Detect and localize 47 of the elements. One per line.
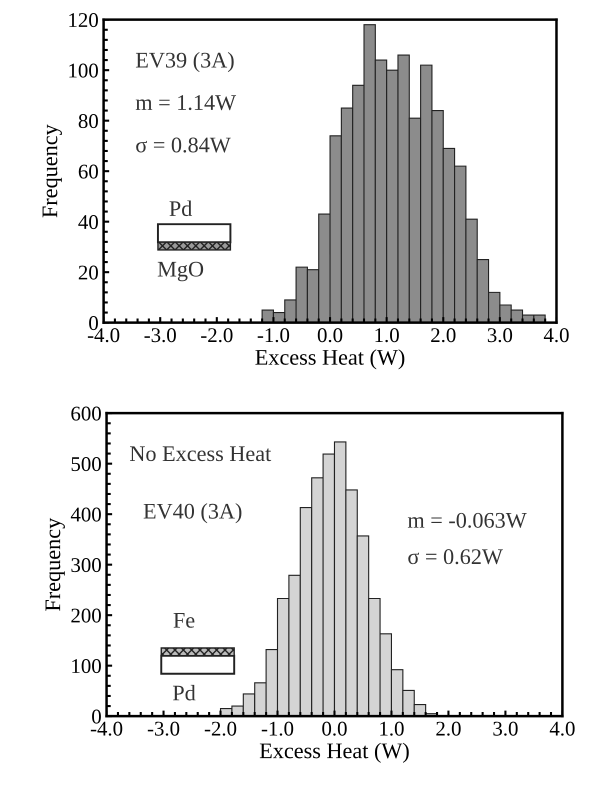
x-tick-label: 0.0	[318, 328, 342, 342]
annotation: EV39 (3A)	[136, 52, 234, 72]
x-tick-label: -1.0	[258, 328, 290, 342]
annotation: σ = 0.84W	[136, 138, 231, 153]
x-tick-label: -3.0	[144, 328, 176, 342]
x-tick-label: -2.0	[201, 328, 233, 342]
y-tick-label: 400	[70, 508, 101, 522]
annotation: σ = 0.62W	[408, 549, 503, 564]
y-tick-label: 20	[78, 266, 98, 280]
x-tick-label: 4.0	[544, 328, 569, 342]
y-tick-label: 100	[69, 64, 98, 78]
x-tick-label: 1.0	[375, 328, 399, 342]
x-tick-label: -3.0	[148, 722, 180, 736]
x-tick-label: 3.0	[493, 722, 518, 736]
y-tick-label: 60	[78, 164, 98, 179]
y-tick-label: 0	[89, 316, 98, 330]
annotation: Pd	[169, 200, 192, 216]
annotation: No Excess Heat	[130, 446, 272, 462]
x-tick-label: -4.0	[90, 722, 122, 736]
y-tick-label: 120	[69, 13, 98, 28]
y-tick-label: 300	[71, 558, 101, 572]
x-tick-label: -2.0	[204, 722, 236, 736]
annotation: m = -0.063W	[408, 512, 527, 528]
x-axis-title: Excess Heat (W)	[255, 349, 404, 370]
x-tick-label: 0.0	[322, 722, 347, 736]
annotation: MgO	[158, 262, 204, 282]
x-tick-label: 1.0	[380, 722, 404, 736]
x-tick-label: -1.0	[262, 722, 294, 736]
x-tick-label: -4.0	[88, 328, 120, 342]
y-tick-label: 0	[92, 710, 101, 724]
annotation: EV40 (3A)	[144, 503, 242, 524]
x-axis-title: Excess Heat (W)	[260, 742, 409, 763]
y-axis-title: Frequency	[46, 518, 65, 611]
y-tick-label: 80	[78, 114, 98, 128]
x-tick-label: 2.0	[431, 328, 456, 342]
annotation: m = 1.14W	[136, 95, 236, 110]
x-tick-label: 3.0	[488, 328, 512, 342]
y-tick-label: 200	[71, 608, 101, 623]
y-tick-label: 500	[72, 457, 101, 472]
y-axis-title: Frequency	[42, 124, 62, 218]
annotation: Pd	[172, 684, 196, 701]
y-tick-label: 40	[78, 215, 98, 230]
y-tick-label: 600	[71, 406, 101, 421]
x-tick-label: 4.0	[550, 722, 575, 736]
annotation: Fe	[174, 613, 194, 628]
y-tick-label: 100	[72, 659, 101, 674]
x-tick-label: 2.0	[436, 722, 461, 736]
